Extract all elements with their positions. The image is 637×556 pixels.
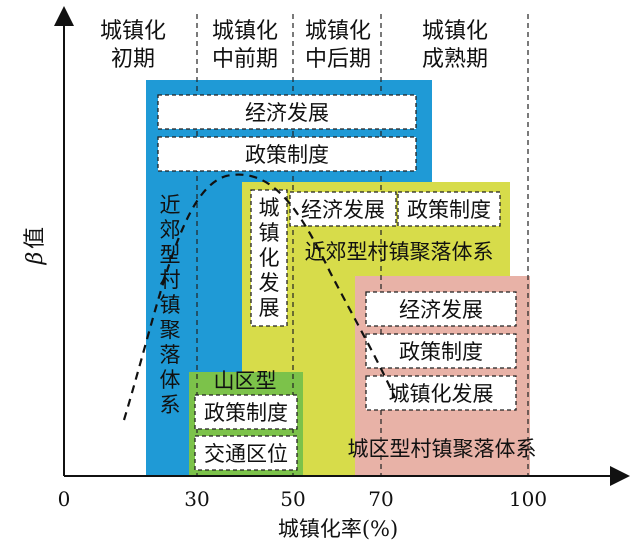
yellow-box-economy-frame [289, 191, 397, 227]
blue-box-economy-frame [157, 94, 417, 130]
stage-1-line1: 城镇化 [100, 19, 166, 44]
x-tick-100: 100 [509, 487, 547, 511]
y-axis-label-greek: β [23, 252, 48, 266]
stage-2-line2: 中前期 [212, 47, 278, 72]
yellow-box-policy: 政策制度 [407, 198, 491, 222]
green-box-transport-frame [194, 435, 298, 471]
pink-box-urbanization: 城镇化发展 [389, 382, 494, 406]
pink-box-urbanization-frame [365, 375, 517, 411]
x-tick-0: 0 [58, 487, 71, 511]
green-box-transport: 交通区位 [204, 442, 288, 466]
stage-3-line2: 中后期 [305, 47, 371, 72]
blue-box-policy: 政策制度 [245, 143, 329, 167]
y-axis-label-text: 值 [23, 227, 48, 249]
yellow-vertical-box: 城镇化发展 [259, 196, 280, 320]
blue-region-title: 近郊型村镇聚落体系 [160, 193, 181, 417]
pink-box-economy-frame [365, 291, 517, 327]
yellow-box-economy: 经济发展 [301, 198, 385, 222]
stage-3-line1: 城镇化 [305, 19, 371, 44]
pink-region-title: 城区型村镇聚落体系 [348, 437, 537, 461]
x-tick-50: 50 [280, 487, 305, 511]
beta-curve [122, 173, 397, 421]
green-box-policy: 政策制度 [204, 401, 288, 425]
yellow-box-policy-frame [397, 191, 501, 227]
blue-box-policy-frame [157, 136, 417, 172]
green-region-title: 山区型 [214, 369, 277, 393]
yellow-vertical-box-frame [250, 189, 288, 327]
blue-box-economy: 经济发展 [245, 101, 329, 125]
x-tick-30: 30 [184, 487, 209, 511]
yellow-region-title: 近郊型村镇聚落体系 [305, 240, 494, 264]
stage-4-line1: 城镇化 [422, 19, 488, 44]
pink-box-economy: 经济发展 [399, 298, 483, 322]
stage-1-line2: 初期 [111, 47, 155, 72]
stage-2-line1: 城镇化 [212, 19, 278, 44]
x-axis-label: 城镇化率(%) [278, 517, 398, 541]
pink-box-policy-frame [365, 333, 517, 369]
green-box-policy-frame [194, 394, 298, 430]
pink-box-policy: 政策制度 [399, 340, 483, 364]
stage-4-line2: 成熟期 [422, 47, 488, 72]
x-tick-70: 70 [368, 487, 393, 511]
